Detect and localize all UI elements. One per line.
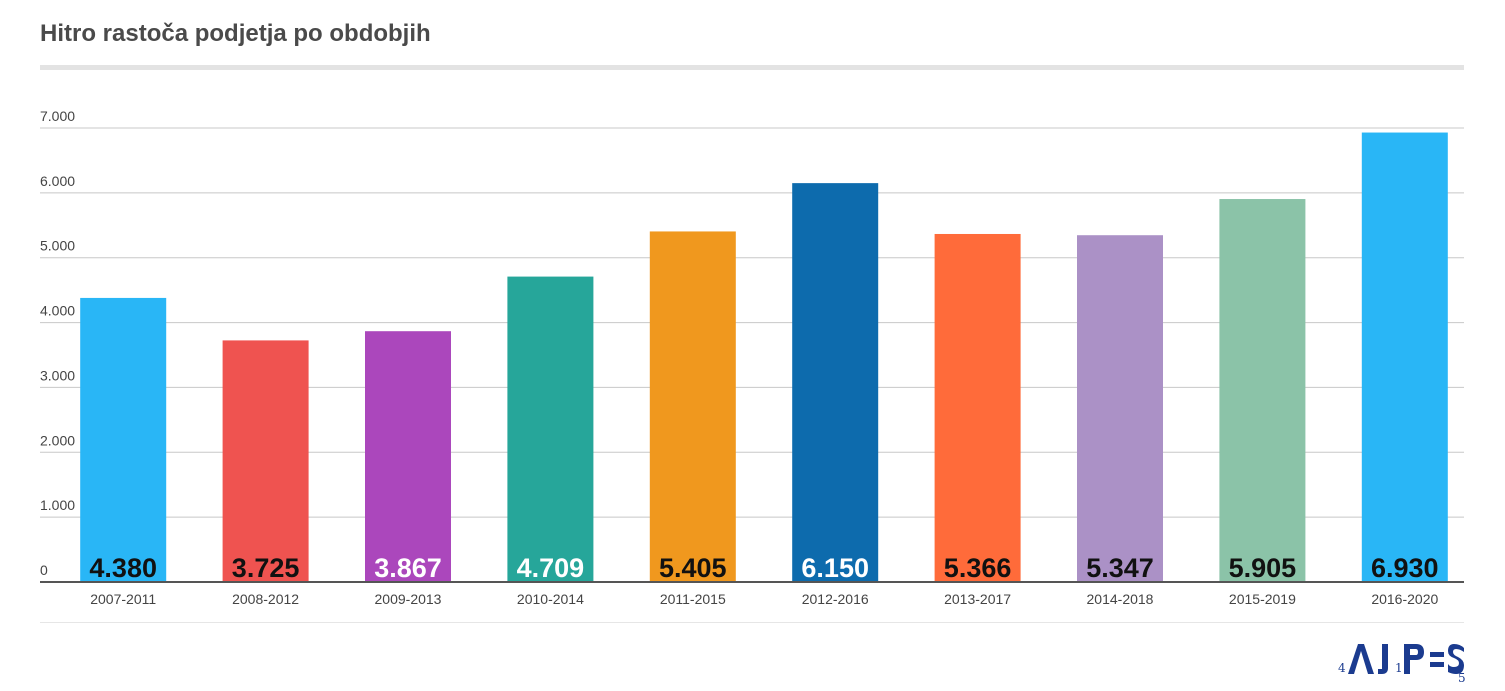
title-divider: [40, 65, 1464, 70]
y-tick-label: 5.000: [40, 238, 75, 254]
bar: [365, 331, 451, 582]
bar: [649, 231, 736, 582]
bar: [80, 297, 167, 582]
svg-text:1: 1: [1395, 661, 1403, 675]
x-tick-label: 2014-2018: [1087, 591, 1154, 607]
footer-divider: [40, 622, 1464, 623]
bar-value-label: 5.405: [659, 553, 727, 583]
y-tick-label: 0: [40, 562, 48, 578]
bar-value-label: 3.725: [232, 553, 300, 583]
bar: [222, 340, 309, 582]
svg-text:5: 5: [1458, 671, 1466, 684]
x-tick-label: 2008-2012: [232, 591, 299, 607]
x-tick-label: 2015-2019: [1229, 591, 1296, 607]
bar: [1361, 132, 1448, 583]
x-tick-label: 2010-2014: [517, 591, 584, 607]
x-tick-label: 2011-2015: [660, 591, 726, 607]
svg-text:4: 4: [1338, 661, 1346, 675]
y-tick-label: 1.000: [40, 497, 75, 513]
y-tick-label: 3.000: [40, 367, 75, 383]
x-tick-label: 2009-2013: [375, 591, 442, 607]
bar: [507, 276, 594, 582]
y-tick-label: 4.000: [40, 303, 75, 319]
chart-title: Hitro rastoča podjetja po obdobjih: [40, 20, 431, 47]
y-tick-label: 7.000: [40, 108, 75, 124]
bar-value-label: 4.709: [517, 553, 585, 583]
y-tick-label: 2.000: [40, 432, 75, 448]
bar-value-label: 3.867: [374, 553, 442, 583]
bar: [792, 183, 879, 582]
bar-value-label: 4.380: [89, 553, 157, 583]
x-tick-label: 2007-2011: [90, 591, 156, 607]
bar: [934, 233, 1021, 583]
bar-value-label: 5.366: [944, 553, 1012, 583]
ajpes-logo: 4 1 5: [1338, 644, 1466, 684]
x-tick-label: 2012-2016: [802, 591, 869, 607]
x-tick-label: 2016-2020: [1371, 591, 1438, 607]
bar: [1077, 235, 1163, 582]
bar: [1219, 199, 1306, 583]
bar-value-label: 6.150: [801, 553, 869, 583]
bar-value-label: 6.930: [1371, 553, 1439, 583]
x-tick-label: 2013-2017: [944, 591, 1011, 607]
bar-value-label: 5.347: [1086, 553, 1154, 583]
bar-value-label: 5.905: [1229, 553, 1297, 583]
y-tick-label: 6.000: [40, 173, 75, 189]
